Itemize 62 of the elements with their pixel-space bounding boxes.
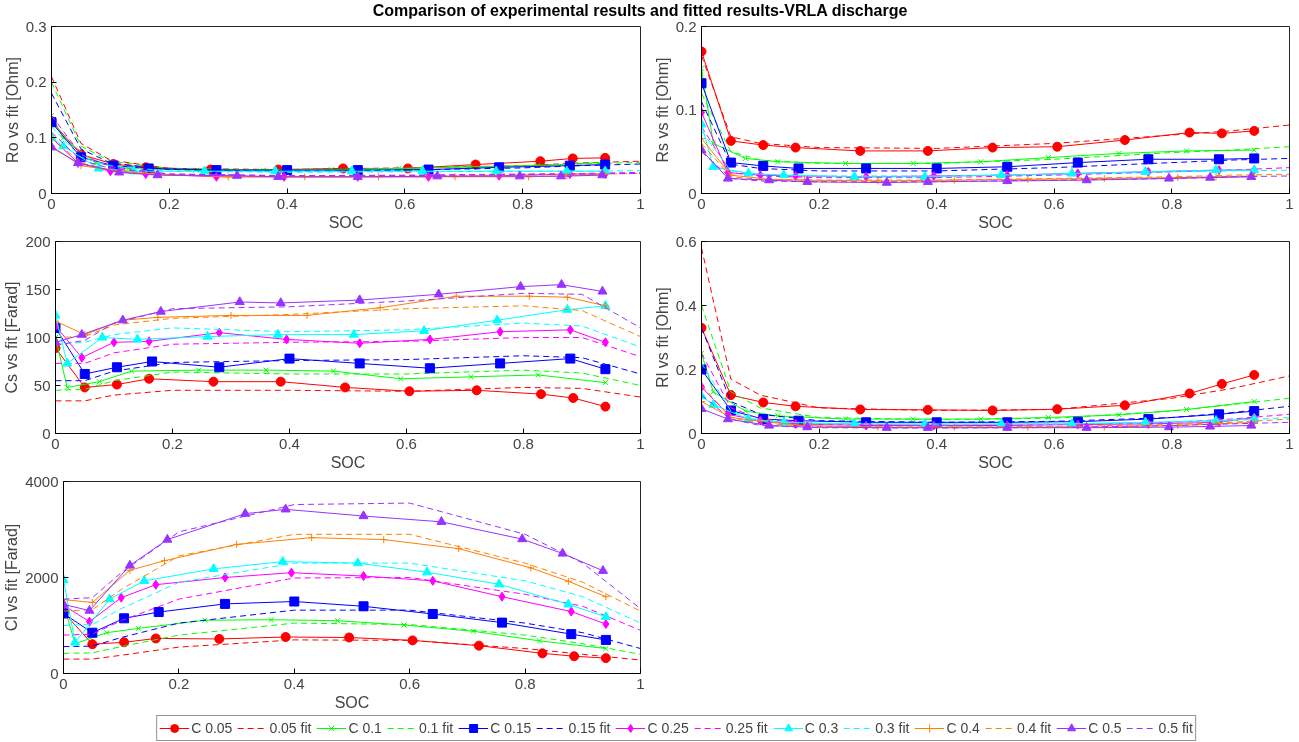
x-tick-label: 0.6 xyxy=(394,194,416,212)
y-tick-label: 0.2 xyxy=(25,73,47,91)
legend-label: 0.05 fit xyxy=(269,720,312,736)
legend-label: C 0.3 xyxy=(804,720,839,736)
y-tick-label: 0.1 xyxy=(25,128,47,146)
x-tick-label: 0.6 xyxy=(1043,194,1065,212)
x-tick-label: 0.4 xyxy=(283,674,305,692)
x-axis-title: SOC xyxy=(978,213,1013,231)
y-axis-title: Cs vs fit [Farad] xyxy=(3,281,21,394)
y-tick-label: 0.4 xyxy=(675,296,697,314)
x-tick-label: 0.8 xyxy=(513,434,534,452)
x-tick-label: 0.6 xyxy=(1043,434,1065,452)
x-tick-label: 0.4 xyxy=(926,434,948,452)
y-axis-title: Cl vs fit [Farad] xyxy=(3,523,21,632)
legend-label: C 0.15 xyxy=(490,720,532,736)
y-tick-label: 4000 xyxy=(25,472,59,490)
x-tick-label: 0.4 xyxy=(276,194,298,212)
y-axis-title: Rs vs fit [Ohm] xyxy=(653,57,671,163)
x-tick-label: 0.8 xyxy=(1161,194,1183,212)
y-tick-label: 0.1 xyxy=(675,101,697,118)
x-tick-label: 0.2 xyxy=(158,194,180,212)
legend-label: C 0.25 xyxy=(647,720,689,736)
legend-label: 0.15 fit xyxy=(568,720,611,736)
x-tick-label: 0.2 xyxy=(168,674,190,692)
y-tick-label: 0.2 xyxy=(675,360,697,378)
y-tick-label: 150 xyxy=(25,280,51,298)
legend-label: 0.25 fit xyxy=(725,720,768,736)
legend-label: 0.3 fit xyxy=(875,720,910,736)
x-tick-label: 1 xyxy=(1285,434,1294,452)
x-tick-label: 1 xyxy=(636,674,645,692)
x-tick-label: 0.4 xyxy=(926,194,948,212)
x-tick-label: 0.8 xyxy=(512,194,534,212)
legend-label: C 0.5 xyxy=(1088,720,1122,736)
legend-label: C 0.4 xyxy=(946,720,980,736)
x-axis-title: SOC xyxy=(328,213,364,231)
y-tick-label: 200 xyxy=(25,232,51,250)
x-tick-label: 0.2 xyxy=(808,434,830,452)
y-tick-label: 50 xyxy=(33,376,51,394)
legend-label: C 0.05 xyxy=(191,720,233,736)
legend-label: 0.4 fit xyxy=(1016,720,1052,736)
x-tick-label: 0.4 xyxy=(279,434,300,452)
x-tick-label: 0.6 xyxy=(396,434,417,452)
x-tick-label: 0.8 xyxy=(514,674,536,692)
legend-label: 0.5 fit xyxy=(1158,720,1193,736)
y-tick-label: 2000 xyxy=(25,568,59,586)
legend-label: 0.1 fit xyxy=(418,720,454,736)
y-axis-title: Rl vs fit [Ohm] xyxy=(653,287,671,388)
x-axis-title: SOC xyxy=(978,453,1013,471)
x-tick-label: 1 xyxy=(1285,194,1294,212)
y-axis-title: Ro vs fit [Ohm] xyxy=(3,57,21,163)
x-tick-label: 0.6 xyxy=(399,674,421,692)
x-tick-label: 0.2 xyxy=(162,434,183,452)
y-tick-label: 0.3 xyxy=(25,17,47,35)
y-tick-label: 100 xyxy=(25,328,51,346)
x-axis-title: SOC xyxy=(330,453,366,471)
x-axis-title: SOC xyxy=(334,693,370,711)
legend-label: C 0.1 xyxy=(348,720,382,736)
y-tick-label: 0.6 xyxy=(675,232,697,250)
x-tick-label: 0.8 xyxy=(1161,434,1183,452)
x-tick-label: 1 xyxy=(636,434,645,452)
x-tick-label: 0.2 xyxy=(808,194,830,212)
x-tick-label: 1 xyxy=(636,194,645,212)
